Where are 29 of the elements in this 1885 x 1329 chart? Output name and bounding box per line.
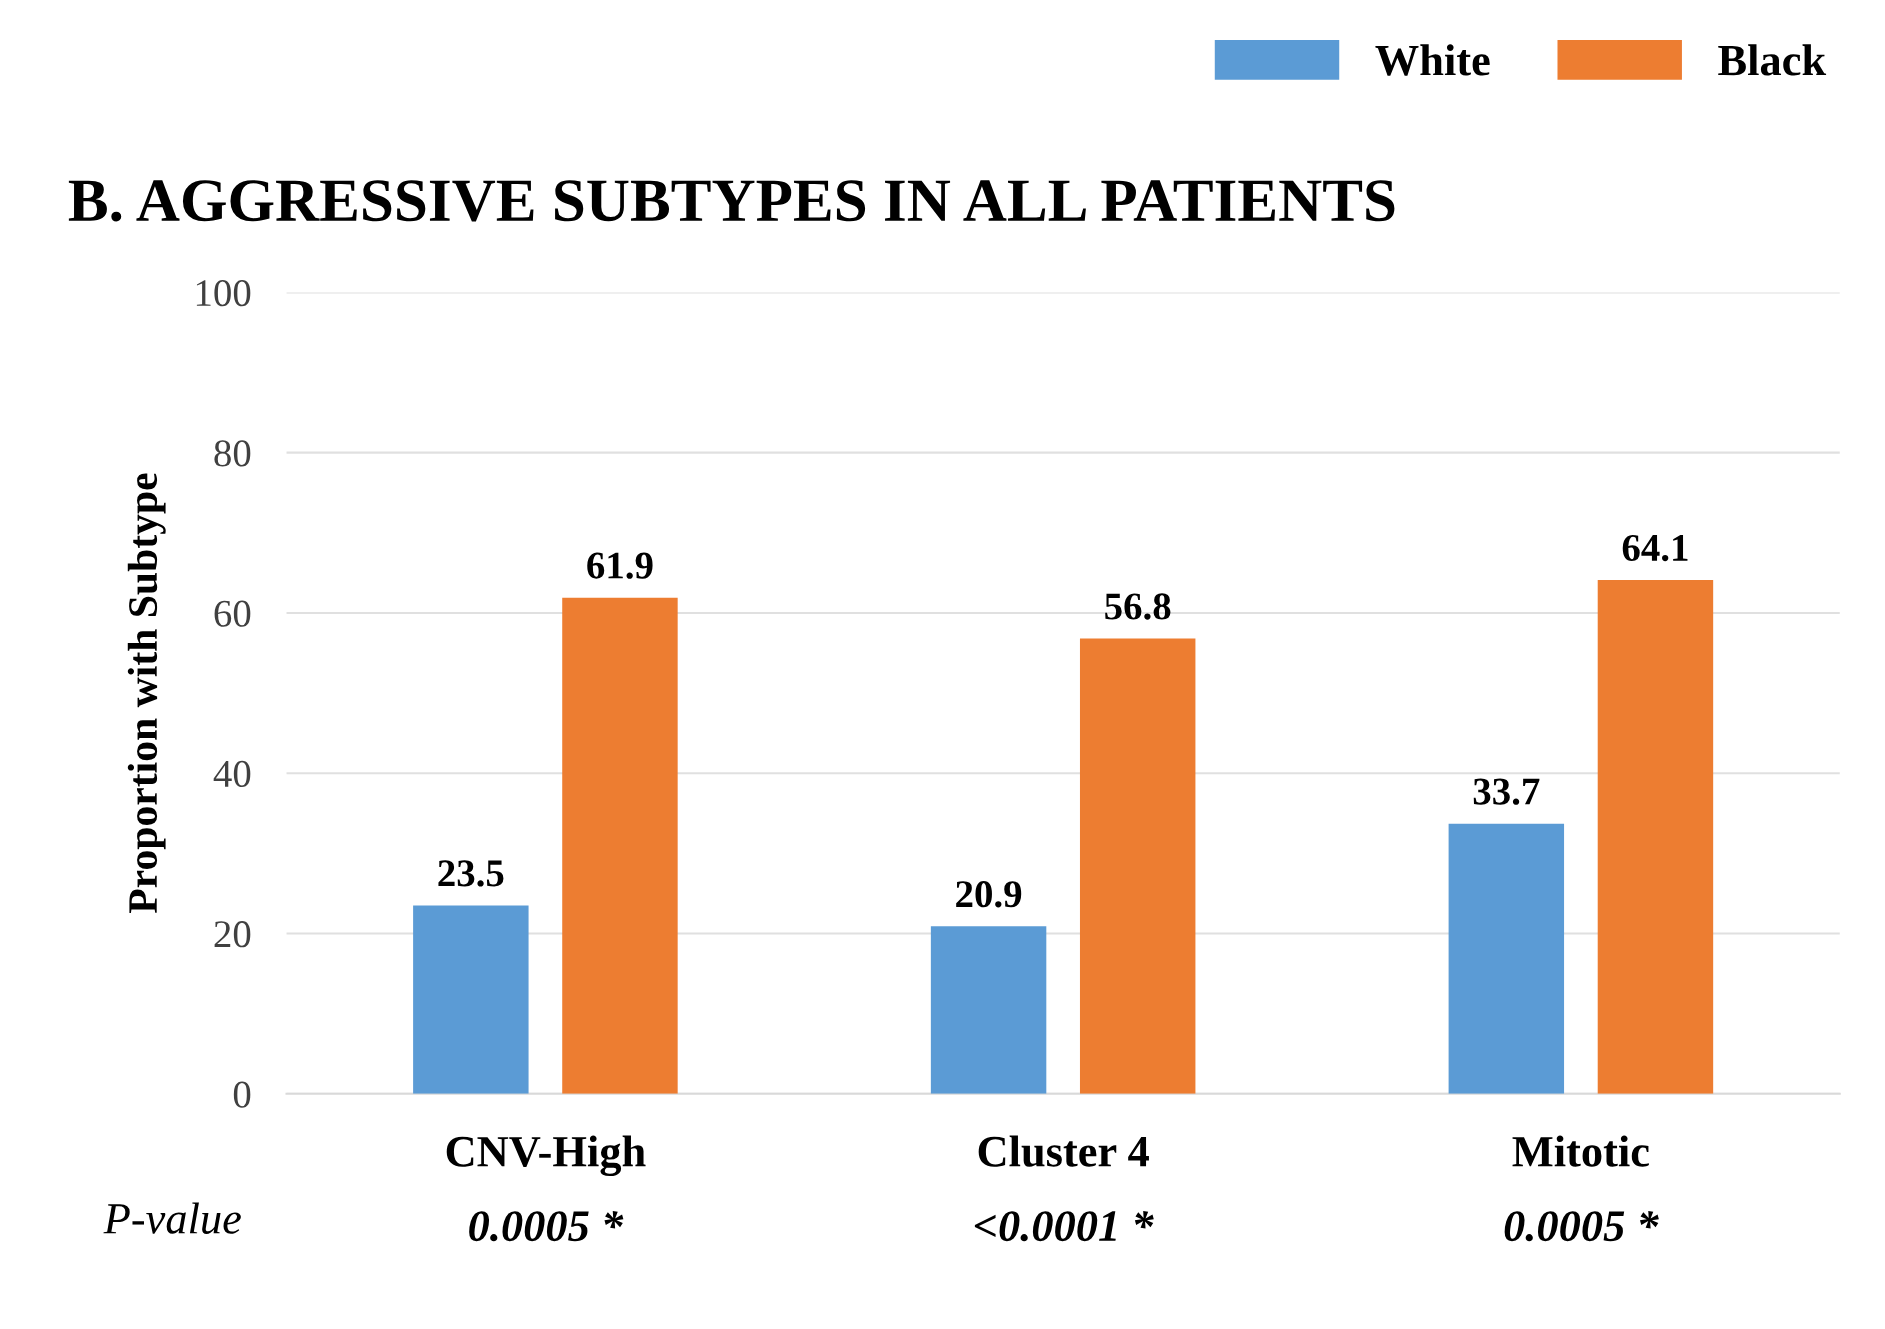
legend-label: Black [1718,44,1827,76]
y-tick-label: 0 [233,1081,251,1108]
data-label: 20.9 [956,881,1022,908]
text: P-value [103,1202,241,1234]
y-tick-label: 20 [214,921,251,948]
y-tick-label: 40 [213,760,251,788]
x-tick-label: CNV-High [446,1135,646,1177]
data-label: 64.1 [1622,534,1688,562]
x-tick-label: Mitotic [1512,1135,1649,1167]
y-tick-label: 60 [214,600,251,627]
data-label: 23.5 [438,860,504,887]
text: <0.0001 * [974,1211,1154,1242]
bar [1079,638,1196,1094]
y-axis-title: Proportion with Subtype [127,473,166,914]
bar [562,597,678,1094]
data-label: 61.9 [587,552,653,579]
data-label: 33.7 [1473,778,1540,805]
bar [1597,580,1714,1094]
x-tick-label: Cluster 4 [978,1135,1149,1167]
bar [413,905,529,1094]
bar [1448,823,1565,1094]
data-label: 56.8 [1105,593,1171,620]
text: 0.0005 * [1504,1211,1659,1242]
text: 0.0005 * [469,1211,624,1242]
legend-label: White [1375,44,1490,76]
y-tick-label: 80 [214,440,251,467]
y-tick-label: 100 [196,280,251,307]
chart-title: B. AGGRESSIVE SUBTYPES IN ALL PATIENTS [68,180,1395,222]
bar [930,926,1047,1094]
